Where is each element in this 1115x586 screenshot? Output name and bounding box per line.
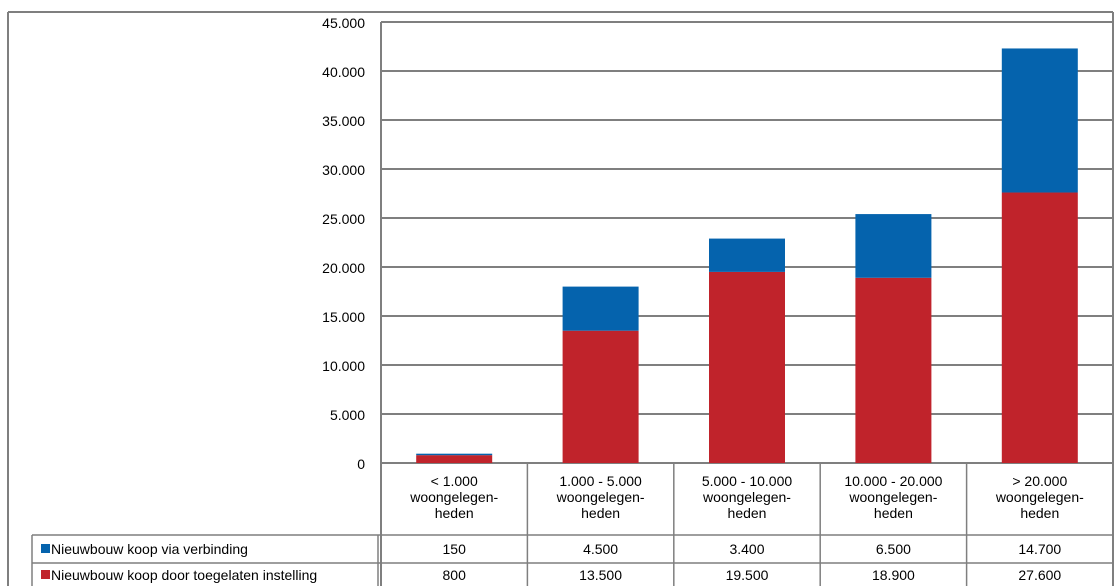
category-label: < 1.000 woongelegen-heden	[409, 473, 498, 521]
table-cell-value: 3.400	[729, 541, 764, 557]
legend-swatch	[41, 570, 50, 579]
category-label-line: 5.000 - 10.000	[702, 473, 793, 489]
table-cell-value: 150	[443, 541, 467, 557]
bar-segment-verbinding	[562, 286, 639, 331]
bar-segment-toegelaten-instelling	[416, 455, 493, 463]
category-label-line: woongelegen-	[556, 489, 645, 505]
table-cell-value: 19.500	[726, 567, 769, 583]
category-label-line: heden	[435, 505, 474, 521]
table-cell-value: 27.600	[1018, 567, 1061, 583]
category-label-line: 10.000 - 20.000	[844, 473, 942, 489]
table-cell-value: 14.700	[1018, 541, 1061, 557]
table-cell-value: 13.500	[579, 567, 622, 583]
bar-segment-toegelaten-instelling	[709, 271, 785, 463]
y-tick-label: 10.000	[322, 358, 365, 374]
legend-label: Nieuwbouw koop door toegelaten instellin…	[51, 567, 317, 583]
y-tick-label: 20.000	[322, 260, 365, 276]
y-tick-label: 25.000	[322, 211, 365, 227]
y-tick-label: 0	[357, 456, 365, 472]
bar-segment-toegelaten-instelling	[855, 277, 932, 463]
legend-label: Nieuwbouw koop via verbinding	[51, 541, 248, 557]
category-label: 1.000 - 5.000 woongelegen-heden	[556, 473, 645, 521]
category-label-line: > 20.000	[1012, 473, 1067, 489]
bar-segment-verbinding	[1001, 48, 1078, 193]
category-label-line: heden	[874, 505, 913, 521]
table-cell-value: 18.900	[872, 567, 915, 583]
y-tick-label: 35.000	[322, 113, 365, 129]
category-label-line: woongelegen-	[409, 489, 498, 505]
legend-swatch	[41, 544, 50, 553]
category-label-line: woongelegen-	[702, 489, 791, 505]
category-label: 5.000 - 10.000 woongelegen-heden	[702, 473, 793, 521]
category-label: 10.000 - 20.000 woongelegen-heden	[844, 473, 942, 521]
category-label-line: heden	[728, 505, 767, 521]
category-label-line: < 1.000	[431, 473, 478, 489]
bar-segment-verbinding	[855, 214, 932, 278]
category-label-line: woongelegen-	[995, 489, 1084, 505]
bar-segment-toegelaten-instelling	[562, 330, 639, 463]
table-cell-value: 4.500	[583, 541, 618, 557]
bar-segment-verbinding	[416, 453, 493, 456]
data-table	[31, 534, 1113, 586]
bar-segment-verbinding	[709, 238, 785, 272]
category-label-line: woongelegen-	[848, 489, 937, 505]
category-label-line: heden	[1020, 505, 1059, 521]
chart-labels: 0 5.000 10.000 15.000 20.000 25.000 30.000 35.0…	[51, 15, 1084, 583]
y-tick-label: 40.000	[322, 64, 365, 80]
y-tick-label: 5.000	[330, 407, 365, 423]
category-label-line: heden	[581, 505, 620, 521]
table-cell-value: 800	[443, 567, 467, 583]
bars	[416, 48, 1078, 463]
category-label: > 20.000 woongelegen-heden	[995, 473, 1084, 521]
y-tick-label: 15.000	[322, 309, 365, 325]
y-tick-label: 30.000	[322, 162, 365, 178]
table-cell-value: 6.500	[876, 541, 911, 557]
category-label-line: 1.000 - 5.000	[559, 473, 642, 489]
bar-segment-toegelaten-instelling	[1001, 192, 1078, 463]
y-tick-label: 45.000	[322, 15, 365, 31]
